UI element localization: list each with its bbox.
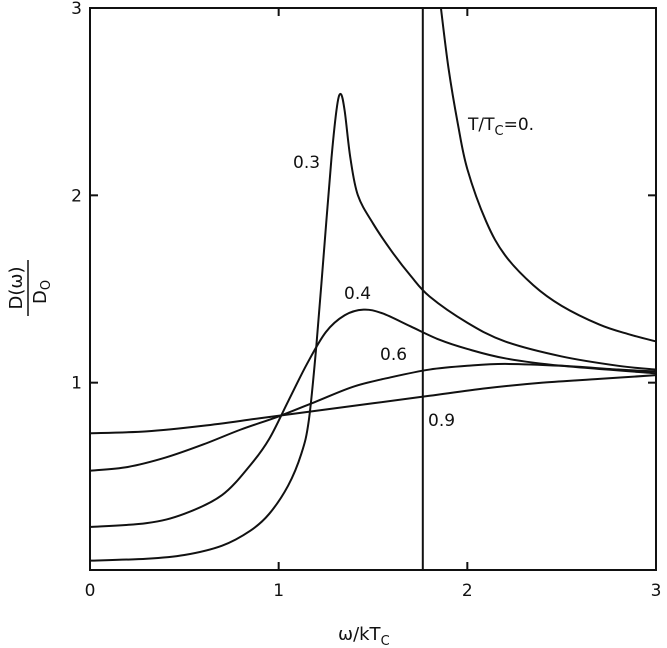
series-label-0.6: 0.6 bbox=[380, 345, 407, 365]
y-axis-label-den-sub: O bbox=[39, 280, 54, 290]
x-axis-label-main: ω/kT bbox=[338, 624, 382, 645]
series-line-2 bbox=[89, 92, 657, 562]
x-tick-label: 1 bbox=[273, 581, 284, 601]
x-tick-label: 2 bbox=[462, 581, 473, 601]
series-label-T-over-Tc-tail: =0. bbox=[504, 115, 534, 135]
x-axis-label-sub: C bbox=[381, 634, 390, 648]
series-line-5 bbox=[89, 374, 657, 435]
y-tick-label: 3 bbox=[71, 0, 82, 19]
plot-frame bbox=[89, 7, 657, 571]
series-line-4 bbox=[89, 362, 657, 472]
series-line-3 bbox=[89, 308, 657, 528]
tick-marks bbox=[89, 7, 657, 570]
series-label-T-over-Tc: T/TC=0. bbox=[467, 115, 534, 139]
x-axis-label: ω/kTC bbox=[338, 624, 390, 648]
series-label-T-over-Tc-sub: C bbox=[495, 124, 504, 139]
series-lines bbox=[89, 7, 657, 571]
y-tick-label: 2 bbox=[71, 186, 82, 206]
y-axis-label-den-main: D bbox=[30, 290, 51, 304]
tick-labels: 0 1 2 3 1 2 3 bbox=[71, 0, 661, 601]
y-axis-label: D(ω) DO bbox=[6, 260, 54, 316]
x-tick-label: 0 bbox=[85, 581, 96, 601]
series-label-0.9: 0.9 bbox=[428, 411, 455, 431]
x-tick-label: 3 bbox=[651, 581, 662, 601]
series-label-0.4: 0.4 bbox=[344, 284, 371, 304]
series-line-1 bbox=[439, 7, 657, 343]
y-axis-label-numerator: D(ω) bbox=[6, 267, 27, 310]
y-tick-label: 1 bbox=[71, 374, 82, 394]
series-label-T-over-Tc-main: T/T bbox=[467, 115, 495, 135]
series-label-0.3: 0.3 bbox=[293, 153, 320, 173]
y-axis-label-denominator: DO bbox=[30, 280, 54, 304]
